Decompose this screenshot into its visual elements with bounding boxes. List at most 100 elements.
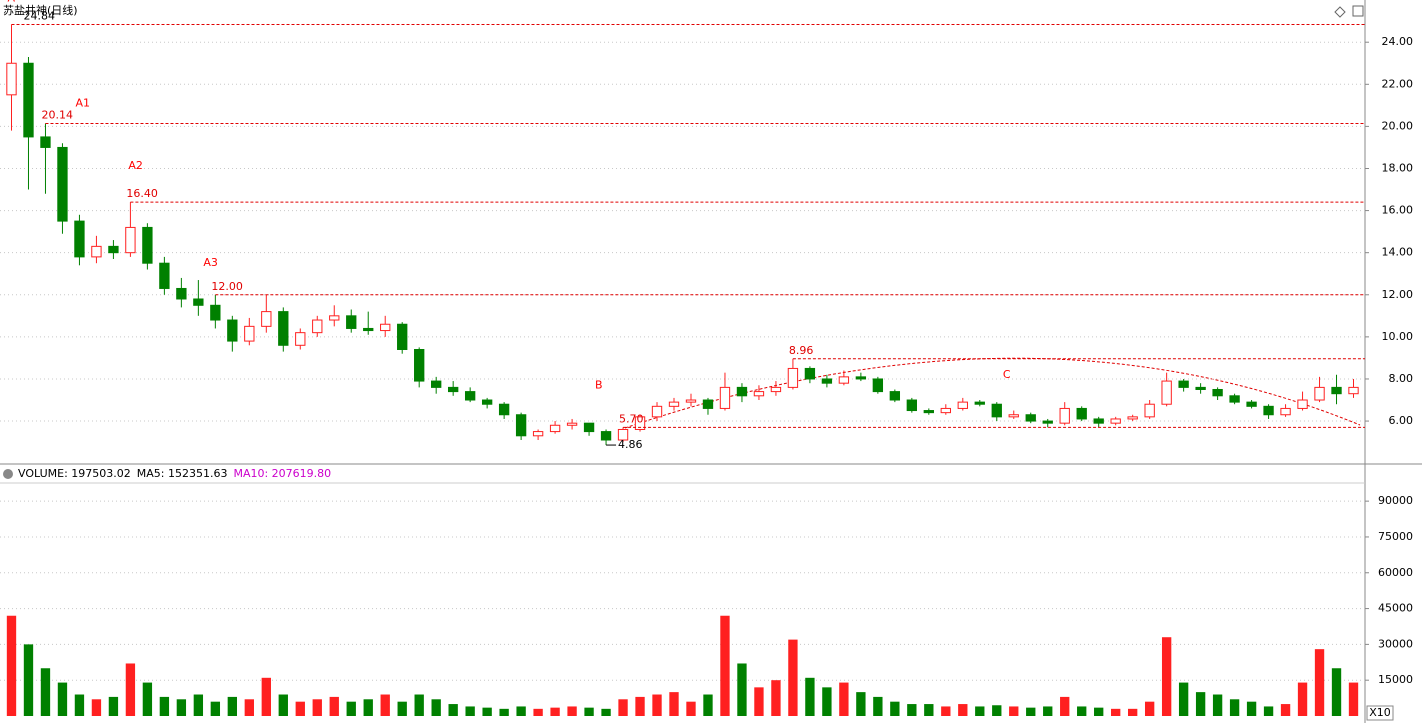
volume-bar	[397, 701, 407, 716]
candle-body	[464, 391, 476, 401]
candle-body	[804, 367, 816, 380]
candle-body	[583, 422, 595, 433]
level-label: 5.70	[619, 412, 644, 425]
candle-body	[498, 403, 510, 416]
candle-body	[1246, 401, 1257, 407]
candle-body	[617, 428, 629, 441]
volume-bar	[839, 682, 849, 716]
volume-scale-label: X10	[1369, 706, 1391, 719]
volume-bar	[686, 701, 696, 716]
volume-bar	[1060, 696, 1070, 716]
candle-body	[923, 410, 934, 414]
candle-body	[329, 315, 340, 321]
volume-bar	[1077, 706, 1087, 716]
candle-body	[532, 431, 544, 437]
volume-bar	[346, 701, 356, 716]
volume-bar	[380, 694, 390, 716]
candle-body	[159, 262, 170, 289]
volume-bar	[516, 706, 526, 716]
volume-bar	[295, 701, 305, 716]
y-tick-label: 24.00	[1382, 35, 1414, 48]
candle-body	[872, 378, 884, 393]
annotation-letter: C	[1003, 368, 1011, 381]
volume-bar	[23, 644, 34, 716]
volume-bar	[176, 699, 187, 716]
volume-bar	[788, 639, 798, 716]
candle-body	[431, 380, 442, 388]
y-tick-label: 12.00	[1382, 288, 1414, 301]
pin-button[interactable]	[1334, 6, 1346, 18]
candle-body	[193, 298, 204, 306]
candle-body	[991, 403, 1002, 418]
volume-bar	[57, 682, 68, 716]
volume-bar	[1212, 694, 1223, 716]
candle-body	[380, 323, 391, 332]
candle-body	[1280, 407, 1291, 416]
volume-legend: MA5: 152351.63	[137, 467, 228, 480]
annotation-letter: A1	[75, 96, 90, 109]
volume-bar	[754, 687, 764, 716]
y-tick-label: 20.00	[1382, 119, 1414, 132]
volume-bar	[601, 708, 611, 716]
volume-bar	[1331, 668, 1342, 716]
annotation-letter: B	[595, 378, 603, 391]
low-label: 4.86	[618, 438, 643, 451]
level-label: 16.40	[126, 187, 158, 200]
y-tick-label: 30000	[1378, 637, 1413, 650]
annotation-letter: A2	[128, 159, 143, 172]
y-tick-label: 10.00	[1382, 330, 1414, 343]
volume-bar	[720, 615, 730, 716]
candle-body	[719, 386, 731, 409]
volume-bar	[975, 706, 985, 716]
candle-body	[1229, 395, 1240, 403]
volume-bar	[499, 708, 509, 716]
candle-body	[1110, 418, 1121, 424]
y-tick-label: 18.00	[1382, 161, 1414, 174]
y-tick-label: 16.00	[1382, 204, 1414, 217]
volume-bar	[1178, 682, 1189, 716]
volume-bar	[1043, 706, 1053, 716]
volume-bar	[210, 701, 221, 716]
window-button[interactable]	[1352, 5, 1364, 17]
candle-body	[957, 401, 968, 409]
candle-body	[1331, 386, 1342, 395]
candle-body	[702, 399, 714, 409]
candle-body	[889, 391, 901, 401]
y-tick-label: 14.00	[1382, 246, 1414, 259]
candle-body	[1314, 386, 1325, 401]
candle-body	[685, 399, 697, 403]
level-label: 24.84	[23, 10, 55, 23]
candle-body	[447, 386, 459, 393]
annotation-letter: A	[7, 0, 15, 5]
volume-bar	[312, 699, 322, 716]
candle-body	[1297, 399, 1308, 409]
collapse-button[interactable]	[3, 469, 13, 479]
candle-body	[278, 311, 289, 346]
volume-bar	[805, 677, 815, 716]
volume-bar	[1026, 707, 1036, 716]
volume-bar	[91, 699, 102, 716]
level-label: 20.14	[41, 108, 73, 121]
volume-bar	[856, 692, 866, 716]
volume-bar	[227, 696, 238, 716]
candle-body	[566, 422, 578, 426]
scale-box	[1366, 705, 1394, 721]
candle-body	[397, 323, 408, 351]
candle-body	[1195, 386, 1206, 390]
volume-bar	[890, 701, 900, 716]
candle-body	[57, 146, 68, 222]
volume-bar	[74, 694, 85, 716]
volume-bar	[584, 707, 594, 716]
candle-body	[1093, 418, 1104, 424]
candle-body	[346, 315, 357, 329]
volume-bar	[363, 699, 373, 716]
volume-bar	[567, 706, 577, 716]
volume-bar	[703, 694, 713, 716]
candle-body	[23, 62, 34, 138]
candle-body	[1025, 414, 1036, 422]
candle-body	[40, 136, 51, 148]
volume-bar	[278, 694, 288, 716]
candle-body	[261, 311, 272, 327]
y-tick-label: 15000	[1378, 673, 1413, 686]
